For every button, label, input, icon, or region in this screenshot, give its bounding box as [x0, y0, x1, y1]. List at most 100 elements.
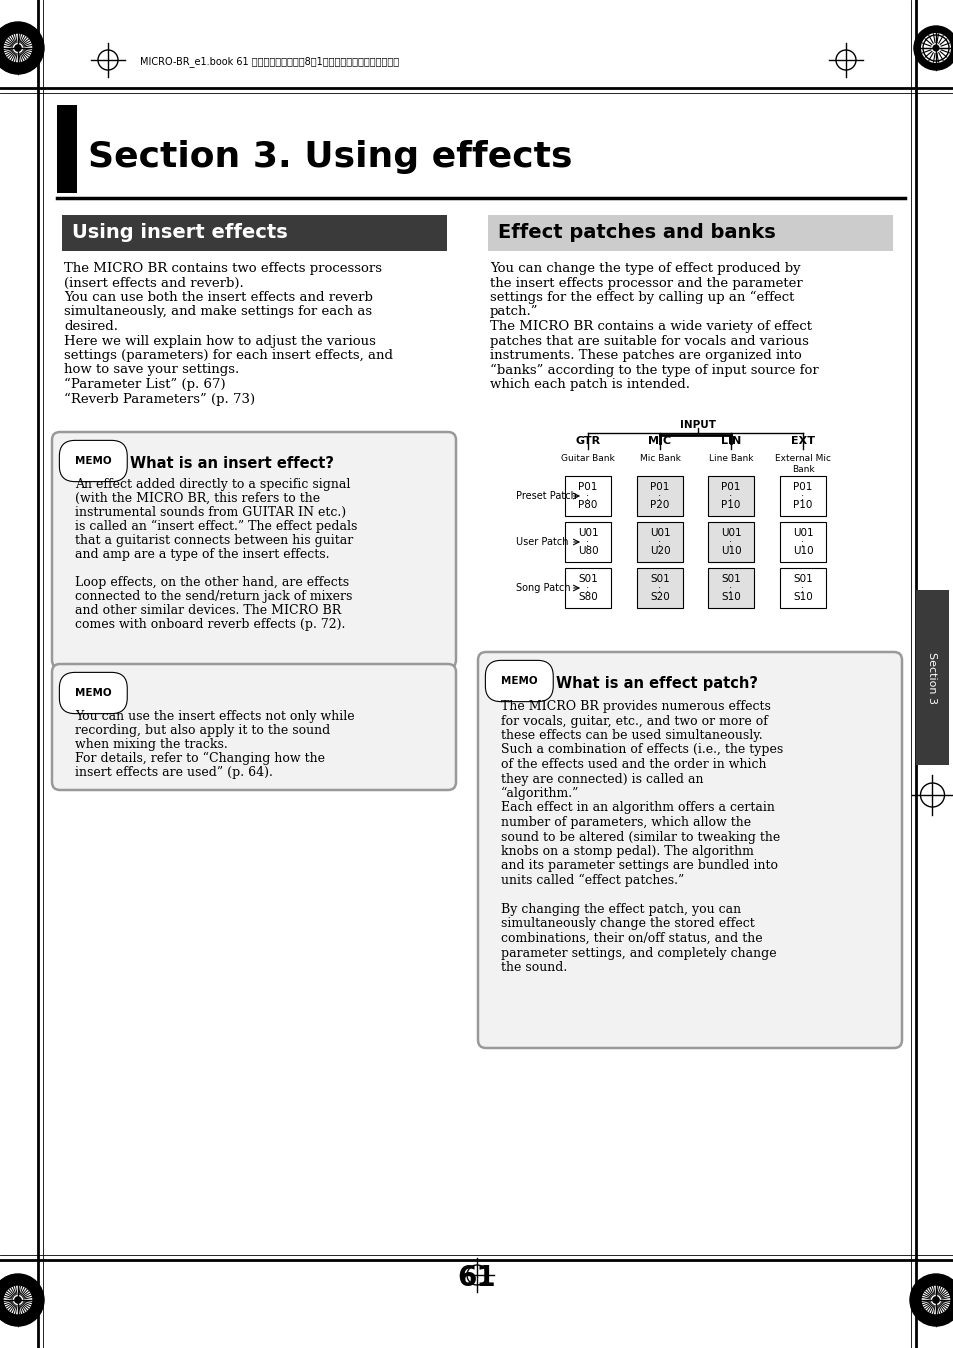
- Text: S01: S01: [578, 574, 598, 584]
- Text: instrumental sounds from GUITAR IN etc.): instrumental sounds from GUITAR IN etc.): [75, 506, 346, 519]
- Text: Section 3. Using effects: Section 3. Using effects: [88, 140, 572, 174]
- Text: EXT: EXT: [790, 435, 814, 446]
- Text: (insert effects and reverb).: (insert effects and reverb).: [64, 276, 244, 290]
- Text: S01: S01: [720, 574, 740, 584]
- Text: For details, refer to “Changing how the: For details, refer to “Changing how the: [75, 752, 325, 766]
- Text: External Mic
Bank: External Mic Bank: [774, 454, 830, 474]
- Text: MEMO: MEMO: [75, 456, 112, 466]
- Circle shape: [0, 1274, 44, 1326]
- Text: U01: U01: [720, 528, 740, 538]
- Text: these effects can be used simultaneously.: these effects can be used simultaneously…: [500, 729, 761, 741]
- Text: You can change the type of effect produced by: You can change the type of effect produc…: [490, 262, 800, 275]
- Text: U20: U20: [649, 546, 670, 555]
- Text: Section 3: Section 3: [926, 651, 937, 704]
- Text: U01: U01: [649, 528, 670, 538]
- FancyBboxPatch shape: [57, 105, 77, 193]
- Circle shape: [913, 26, 953, 70]
- Circle shape: [932, 1297, 938, 1304]
- Text: :: :: [801, 492, 803, 501]
- Text: (with the MICRO BR, this refers to the: (with the MICRO BR, this refers to the: [75, 492, 320, 506]
- Bar: [564, 476, 610, 516]
- Text: P80: P80: [578, 500, 598, 510]
- Text: :: :: [729, 492, 732, 501]
- Text: desired.: desired.: [64, 319, 118, 333]
- Text: S80: S80: [578, 592, 598, 603]
- Text: the sound.: the sound.: [500, 961, 567, 975]
- Bar: [707, 476, 753, 516]
- Text: knobs on a stomp pedal). The algorithm: knobs on a stomp pedal). The algorithm: [500, 845, 753, 857]
- Text: What is an effect patch?: What is an effect patch?: [556, 675, 758, 692]
- Text: the insert effects processor and the parameter: the insert effects processor and the par…: [490, 276, 801, 290]
- Text: Song Patch: Song Patch: [516, 582, 570, 593]
- Circle shape: [909, 1274, 953, 1326]
- Text: P01: P01: [578, 483, 598, 492]
- Text: Each effect in an algorithm offers a certain: Each effect in an algorithm offers a cer…: [500, 802, 774, 814]
- Bar: [780, 568, 825, 608]
- Text: instruments. These patches are organized into: instruments. These patches are organized…: [490, 349, 801, 363]
- Circle shape: [921, 34, 949, 62]
- Circle shape: [932, 44, 938, 51]
- Text: The MICRO BR provides numerous effects: The MICRO BR provides numerous effects: [500, 700, 770, 713]
- Text: and its parameter settings are bundled into: and its parameter settings are bundled i…: [500, 860, 778, 872]
- Text: User Patch: User Patch: [516, 537, 568, 547]
- Text: By changing the effect patch, you can: By changing the effect patch, you can: [500, 903, 740, 917]
- FancyBboxPatch shape: [52, 665, 456, 790]
- Bar: [637, 522, 682, 562]
- Text: U01: U01: [792, 528, 813, 538]
- Text: Mic Bank: Mic Bank: [639, 454, 679, 462]
- Bar: [780, 476, 825, 516]
- Text: GTR: GTR: [575, 435, 600, 446]
- Text: they are connected) is called an: they are connected) is called an: [500, 772, 702, 786]
- Text: S10: S10: [792, 592, 812, 603]
- Text: and other similar devices. The MICRO BR: and other similar devices. The MICRO BR: [75, 604, 341, 617]
- Text: :: :: [729, 538, 732, 549]
- Text: MIC: MIC: [648, 435, 671, 446]
- Text: that a guitarist connects between his guitar: that a guitarist connects between his gu…: [75, 534, 353, 547]
- Text: P01: P01: [720, 483, 740, 492]
- Text: settings for the effect by calling up an “effect: settings for the effect by calling up an…: [490, 291, 794, 305]
- FancyBboxPatch shape: [915, 590, 948, 766]
- Text: “banks” according to the type of input source for: “banks” according to the type of input s…: [490, 364, 818, 376]
- Circle shape: [15, 1297, 21, 1304]
- Text: MICRO-BR_e1.book 61 ページ　２００６年8月1日　火曜日　午後１２晎６分: MICRO-BR_e1.book 61 ページ ２００６年8月1日 火曜日 午後…: [140, 57, 398, 67]
- Text: MEMO: MEMO: [75, 687, 112, 698]
- Circle shape: [4, 34, 32, 62]
- FancyBboxPatch shape: [488, 214, 892, 251]
- Text: number of parameters, which allow the: number of parameters, which allow the: [500, 816, 750, 829]
- Text: U80: U80: [578, 546, 598, 555]
- Text: “algorithm.”: “algorithm.”: [500, 787, 578, 801]
- Text: P10: P10: [720, 500, 740, 510]
- Text: S01: S01: [792, 574, 812, 584]
- Text: :: :: [801, 584, 803, 594]
- Text: which each patch is intended.: which each patch is intended.: [490, 377, 689, 391]
- Text: recording, but also apply it to the sound: recording, but also apply it to the soun…: [75, 724, 330, 737]
- Bar: [707, 568, 753, 608]
- Text: 61: 61: [457, 1264, 496, 1291]
- Circle shape: [921, 1286, 949, 1314]
- Text: Preset Patch: Preset Patch: [516, 491, 577, 501]
- Text: Line Bank: Line Bank: [708, 454, 753, 462]
- Text: :: :: [801, 538, 803, 549]
- Text: :: :: [658, 584, 661, 594]
- Text: sound to be altered (similar to tweaking the: sound to be altered (similar to tweaking…: [500, 830, 780, 844]
- Text: MEMO: MEMO: [500, 675, 537, 686]
- Bar: [564, 568, 610, 608]
- Text: of the effects used and the order in which: of the effects used and the order in whi…: [500, 758, 765, 771]
- Text: You can use the insert effects not only while: You can use the insert effects not only …: [75, 710, 355, 723]
- Text: :: :: [658, 492, 661, 501]
- Text: simultaneously, and make settings for each as: simultaneously, and make settings for ea…: [64, 306, 372, 318]
- Bar: [564, 522, 610, 562]
- Circle shape: [4, 1286, 32, 1314]
- Bar: [780, 522, 825, 562]
- Text: P10: P10: [793, 500, 812, 510]
- Bar: [637, 568, 682, 608]
- Text: U10: U10: [720, 546, 740, 555]
- Text: patches that are suitable for vocals and various: patches that are suitable for vocals and…: [490, 334, 808, 348]
- Text: S10: S10: [720, 592, 740, 603]
- Circle shape: [0, 22, 44, 74]
- Text: parameter settings, and completely change: parameter settings, and completely chang…: [500, 946, 776, 960]
- Text: P01: P01: [650, 483, 669, 492]
- Text: :: :: [729, 584, 732, 594]
- Text: P20: P20: [650, 500, 669, 510]
- Text: S20: S20: [649, 592, 669, 603]
